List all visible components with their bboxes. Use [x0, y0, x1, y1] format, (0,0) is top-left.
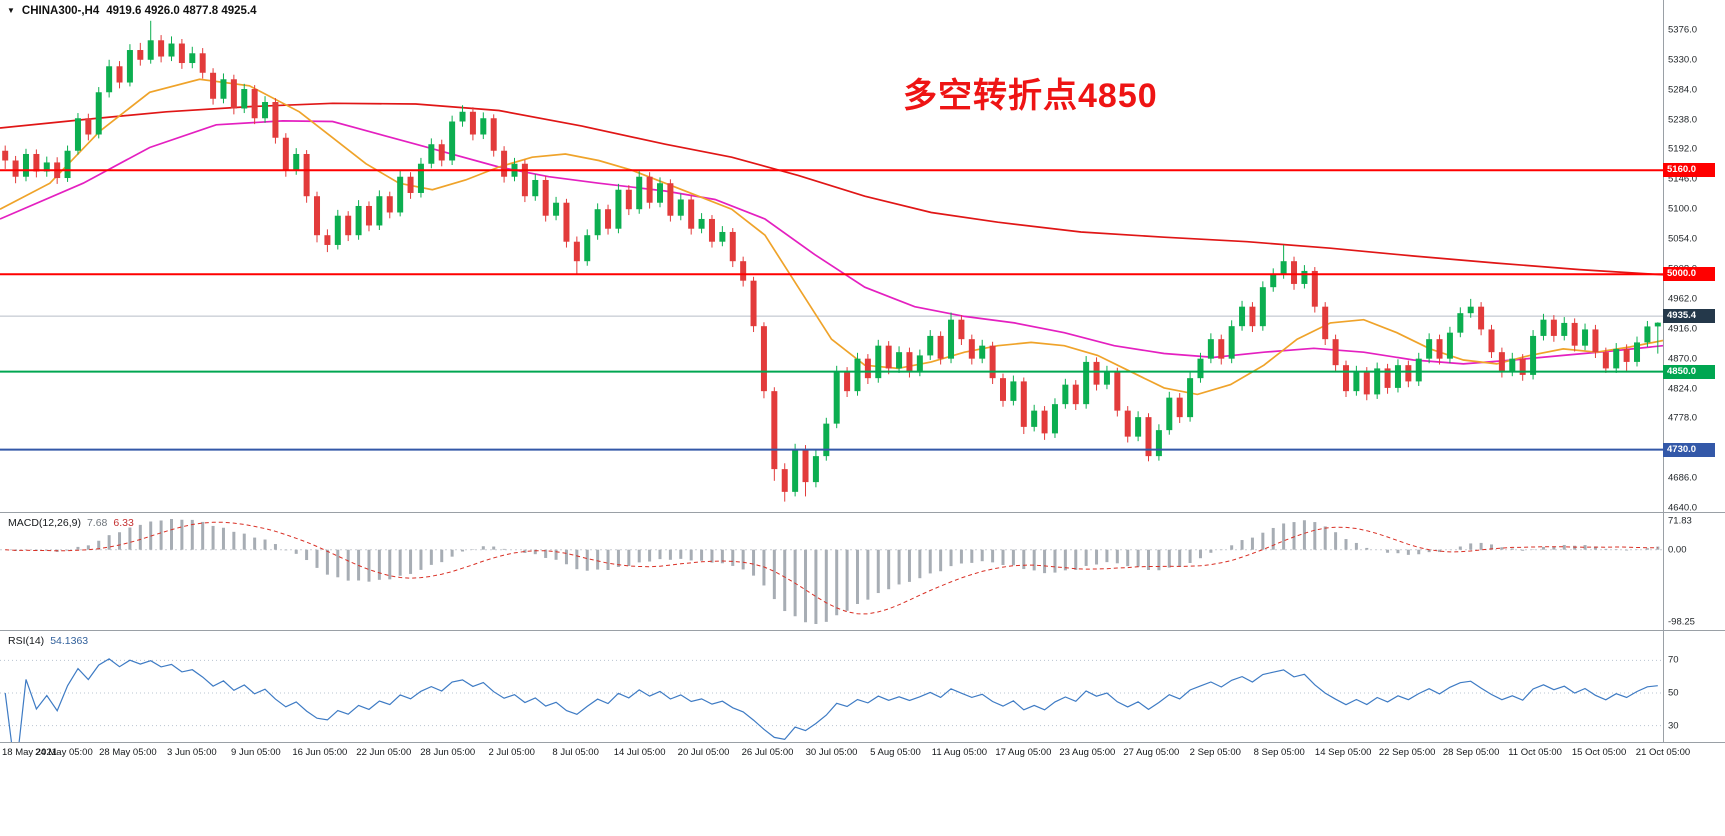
macd-histogram — [14, 519, 1660, 624]
macd-axis-label: -98.25 — [1668, 616, 1695, 628]
time-axis-label: 11 Oct 05:00 — [1508, 747, 1562, 758]
time-axis-label: 16 Jun 05:00 — [292, 747, 348, 758]
price-axis-label: 4778.0 — [1668, 412, 1698, 424]
macd-name: MACD(12,26,9) — [8, 517, 81, 529]
rsi-name: RSI(14) — [8, 635, 45, 647]
time-axis-label: 17 Aug 05:00 — [995, 747, 1052, 758]
time-axis-label: 30 Jul 05:00 — [805, 747, 858, 758]
macd-indicator-label: MACD(12,26,9) 7.68 6.33 — [8, 517, 134, 529]
time-axis-label: 3 Jun 05:00 — [167, 747, 217, 758]
time-axis-label: 15 Oct 05:00 — [1571, 747, 1627, 758]
macd-signal-value: 6.33 — [113, 517, 134, 529]
time-axis-label: 21 Oct 05:00 — [1635, 747, 1691, 758]
price-axis-label: 5054.0 — [1668, 233, 1698, 245]
rsi-axis-label: 50 — [1668, 687, 1679, 699]
time-axis-label: 14 Sep 05:00 — [1314, 747, 1372, 758]
time-axis-label: 24 May 05:00 — [35, 747, 93, 758]
price-axis-label: 5284.0 — [1668, 84, 1698, 96]
time-axis-label: 22 Sep 05:00 — [1378, 747, 1436, 758]
ma-line-mid-magenta — [0, 120, 1663, 365]
time-axis-label: 8 Jul 05:00 — [552, 747, 599, 758]
price-axis-label: 4916.0 — [1668, 323, 1698, 335]
chart-title: ▼ CHINA300-,H4 4919.6 4926.0 4877.8 4925… — [7, 5, 257, 17]
price-tag-5160.0: 5160.0 — [1663, 163, 1715, 178]
time-axis-label: 5 Aug 05:00 — [870, 747, 921, 758]
macd-axis-label: 0.00 — [1668, 544, 1687, 556]
time-axis-label: 27 Aug 05:00 — [1123, 747, 1180, 758]
time-axis-label: 28 Sep 05:00 — [1442, 747, 1500, 758]
time-axis-label: 8 Sep 05:00 — [1253, 747, 1305, 758]
time-axis-label: 26 Jul 05:00 — [741, 747, 794, 758]
price-tag-4850.0: 4850.0 — [1663, 364, 1715, 379]
time-axis-label: 9 Jun 05:00 — [231, 747, 281, 758]
time-axis-label: 11 Aug 05:00 — [931, 747, 988, 758]
symbol-dropdown-icon[interactable]: ▼ — [7, 6, 15, 15]
macd-axis-label: 71.83 — [1668, 515, 1692, 527]
time-axis-label: 28 May 05:00 — [99, 747, 157, 758]
price-axis-label: 5376.0 — [1668, 24, 1698, 36]
price-tag-4730.0: 4730.0 — [1663, 442, 1715, 457]
candles — [2, 20, 1661, 502]
price-axis-label: 4870.0 — [1668, 353, 1698, 365]
rsi-value: 54.1363 — [50, 635, 89, 647]
rsi-indicator-label: RSI(14) 54.1363 — [8, 635, 88, 647]
chart-text-annotation[interactable]: 多空转折点4850 — [903, 77, 1158, 115]
macd-panel[interactable] — [0, 513, 1663, 630]
rsi-line — [4, 658, 1658, 742]
price-chart-panel[interactable] — [0, 0, 1663, 512]
time-axis-label: 20 Jul 05:00 — [677, 747, 730, 758]
price-axis-label: 5100.0 — [1668, 203, 1698, 215]
price-axis-label: 4824.0 — [1668, 383, 1698, 395]
panel-separator-macd[interactable] — [0, 512, 1725, 513]
macd-main-value: 7.68 — [86, 517, 108, 529]
rsi-axis-label: 30 — [1668, 720, 1679, 732]
time-axis-label: 18 May 2021 — [2, 747, 57, 758]
price-axis-label: 4962.0 — [1668, 293, 1698, 305]
ohlc-readout: 4919.6 4926.0 4877.8 4925.4 — [106, 5, 257, 17]
time-axis-separator — [0, 742, 1725, 743]
symbol-timeframe-label: CHINA300-,H4 — [21, 5, 100, 17]
ma-line-fast-orange — [0, 78, 1663, 396]
time-axis-label: 2 Sep 05:00 — [1189, 747, 1241, 758]
time-axis-label: 14 Jul 05:00 — [613, 747, 666, 758]
rsi-panel[interactable] — [0, 631, 1663, 742]
ma-line-slow-red — [0, 102, 1663, 276]
price-axis-label: 5192.0 — [1668, 143, 1698, 155]
price-axis-label: 4640.0 — [1668, 502, 1698, 514]
time-axis-label: 23 Aug 05:00 — [1059, 747, 1116, 758]
macd-signal-line — [5, 521, 1658, 615]
price-axis-label: 4686.0 — [1668, 472, 1698, 484]
price-axis-label: 5330.0 — [1668, 54, 1698, 66]
rsi-axis-label: 70 — [1668, 654, 1679, 666]
price-tag-4935.4: 4935.4 — [1663, 309, 1715, 324]
price-tag-5000.0: 5000.0 — [1663, 267, 1715, 282]
price-axis-label: 5146.0 — [1668, 173, 1698, 185]
panel-separator-rsi[interactable] — [0, 630, 1725, 631]
time-axis-label: 2 Jul 05:00 — [488, 747, 535, 758]
price-axis-label: 5238.0 — [1668, 114, 1698, 126]
time-axis-label: 22 Jun 05:00 — [356, 747, 412, 758]
time-axis-label: 28 Jun 05:00 — [420, 747, 476, 758]
